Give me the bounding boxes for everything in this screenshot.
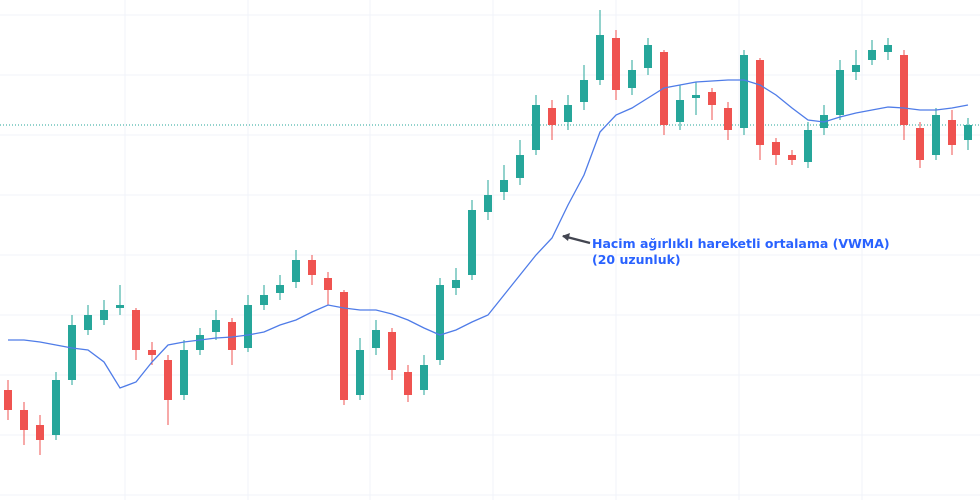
candle-body (276, 285, 284, 293)
candle-body (788, 155, 796, 160)
candle-body (612, 38, 620, 90)
candle-body (692, 95, 700, 98)
candle-body (596, 35, 604, 80)
candle-body (580, 80, 588, 102)
annotation-line: (20 uzunluk) (592, 252, 681, 267)
candle-body (644, 45, 652, 68)
candle-body (180, 350, 188, 395)
candle-body (228, 322, 236, 350)
candle-body (36, 425, 44, 440)
candle-body (628, 70, 636, 88)
candle-body (372, 330, 380, 348)
candle-body (212, 320, 220, 332)
candle-body (148, 350, 156, 355)
candle-body (356, 350, 364, 395)
candle-body (484, 195, 492, 212)
candle-body (500, 180, 508, 192)
candle-body (724, 108, 732, 130)
candle-body (340, 292, 348, 400)
candle-body (388, 332, 396, 370)
candle-body (900, 55, 908, 125)
candle-body (804, 130, 812, 162)
candle-body (772, 142, 780, 155)
candle-body (68, 325, 76, 380)
candles (0, 10, 980, 455)
candle-body (564, 105, 572, 122)
candle-body (164, 360, 172, 400)
candle-body (468, 210, 476, 275)
candle-body (836, 70, 844, 115)
candle-body (452, 280, 460, 288)
candle-body (116, 305, 124, 308)
candle-body (324, 278, 332, 290)
candle-body (868, 50, 876, 60)
candle-body (948, 120, 956, 145)
candle-body (548, 108, 556, 125)
candle-body (244, 305, 252, 348)
candle-body (916, 128, 924, 160)
candle-body (132, 310, 140, 350)
vwma-line (8, 79, 969, 389)
candle-body (756, 60, 764, 145)
candle-body (516, 155, 524, 178)
candle-body (196, 335, 204, 350)
candle-body (964, 125, 972, 140)
candle-body (436, 285, 444, 360)
candle-body (932, 115, 940, 155)
candle-body (404, 372, 412, 395)
candle-body (20, 410, 28, 430)
candle-body (708, 92, 716, 105)
candle-body (4, 390, 12, 410)
annotation-line: Hacim ağırlıklı hareketli ortalama (VWMA… (592, 236, 890, 251)
arrow-head (562, 233, 570, 241)
candle-body (740, 55, 748, 128)
candle-body (532, 105, 540, 150)
candle-body (84, 315, 92, 330)
candle-body (420, 365, 428, 390)
candle-body (676, 100, 684, 122)
candle-body (292, 260, 300, 282)
candle-body (100, 310, 108, 320)
candle-body (308, 260, 316, 275)
candle-body (884, 45, 892, 52)
candle-body (852, 65, 860, 72)
candle-body (52, 380, 60, 435)
candle-body (260, 295, 268, 305)
